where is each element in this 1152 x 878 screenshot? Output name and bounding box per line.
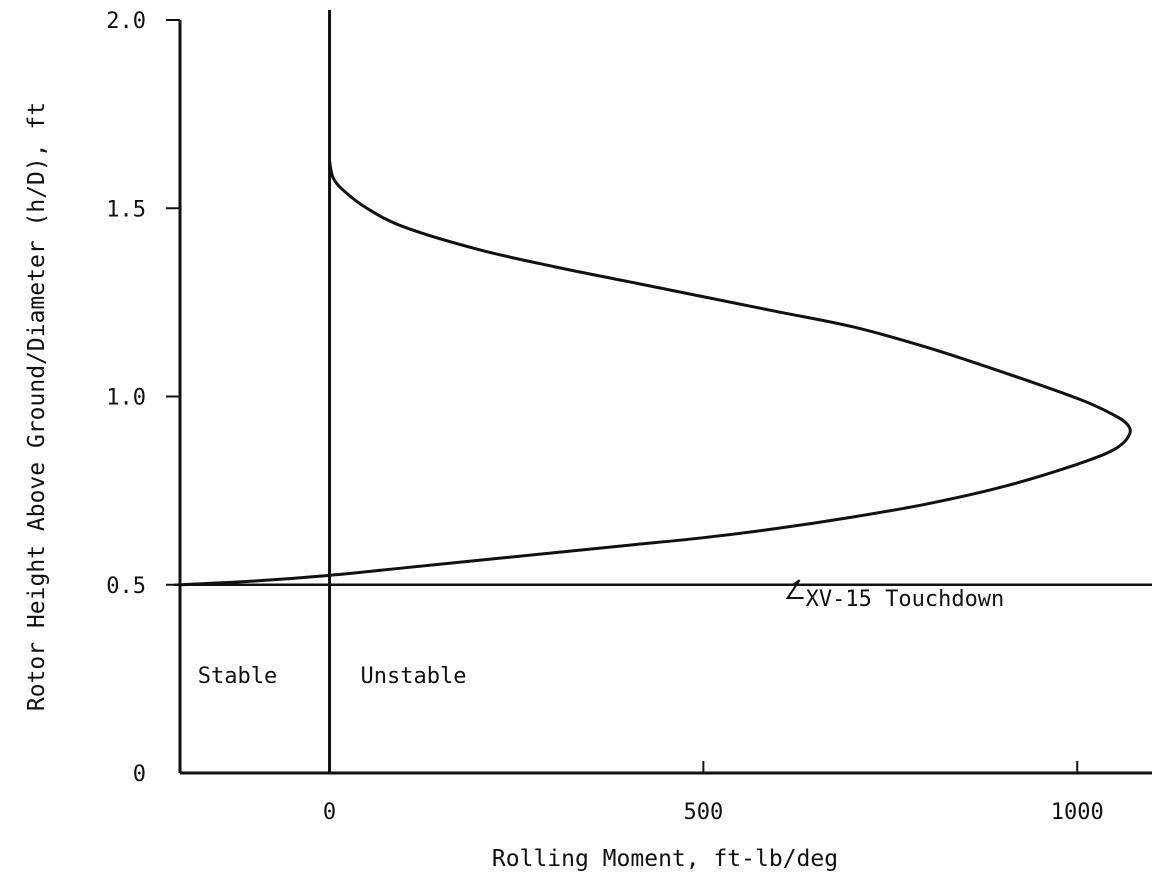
- y-tick-label: 0.5: [106, 574, 146, 599]
- x-tick-label: 500: [684, 800, 724, 825]
- y-tick-label: 1.5: [106, 197, 146, 222]
- x-tick-label: 1000: [1051, 800, 1104, 825]
- rolling-moment-curve: [179, 160, 1132, 587]
- y-tick-label: 0: [133, 762, 146, 787]
- reference-lines: [174, 10, 1152, 773]
- x-tick-label: 0: [323, 800, 336, 825]
- unstable-annotation: Unstable: [361, 664, 467, 689]
- touchdown-arrow-icon: [785, 579, 804, 600]
- series-layer: [179, 160, 1132, 587]
- x-ticks: 0 500 1000: [323, 761, 1104, 825]
- stable-annotation: Stable: [198, 664, 277, 689]
- y-tick-label: 2.0: [106, 9, 146, 34]
- y-axis-label: Rotor Height Above Ground/Diameter (h/D)…: [24, 102, 50, 711]
- y-tick-label: 1.0: [106, 386, 146, 411]
- y-ticks: 0 0.5 1.0 1.5 2.0: [106, 9, 180, 787]
- axes: [178, 20, 1152, 775]
- x-axis-label: Rolling Moment, ft-lb/deg: [492, 846, 838, 872]
- annotations: XV-15 Touchdown Stable Unstable: [198, 579, 1005, 689]
- touchdown-annotation: XV-15 Touchdown: [806, 587, 1005, 612]
